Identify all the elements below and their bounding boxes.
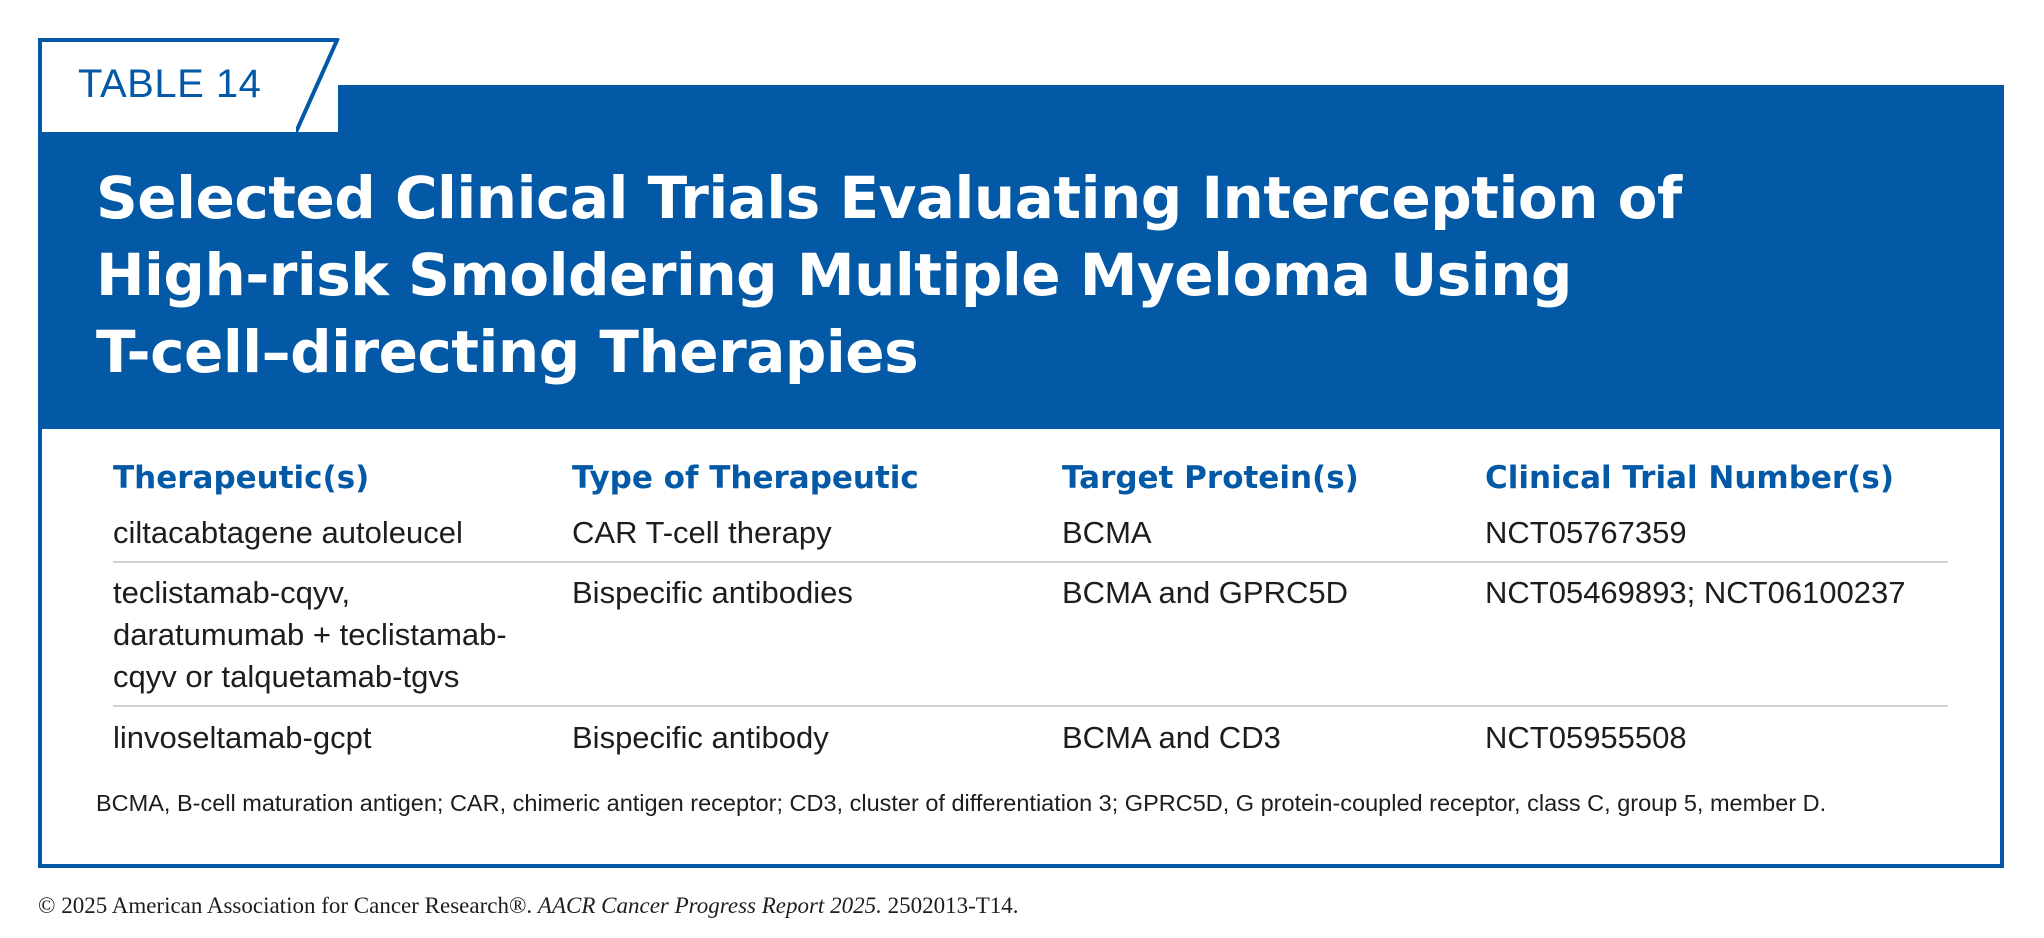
row3-target: BCMA and CD3 [1062, 720, 1281, 755]
table-frame [38, 85, 2004, 868]
row2-target: BCMA and GPRC5D [1062, 575, 1348, 610]
table-number-label: TABLE 14 [78, 62, 262, 106]
abbreviations-footnote: BCMA, B-cell maturation antigen; CAR, ch… [96, 790, 1827, 816]
row1-trials: NCT05767359 [1485, 515, 1687, 550]
row-divider [113, 561, 1948, 563]
row2-type: Bispecific antibodies [572, 575, 853, 610]
row2-therapeutic-line: cqyv or talquetamab-tgvs [113, 659, 460, 694]
row1-therapeutic: ciltacabtagene autoleucel [113, 515, 463, 550]
title-line: T-cell–directing Therapies [96, 318, 919, 386]
row3-type: Bispecific antibody [572, 720, 829, 755]
row2-trials: NCT05469893; NCT06100237 [1485, 575, 1906, 610]
tag-slant-shape [296, 38, 340, 132]
row3-trials: NCT05955508 [1485, 720, 1687, 755]
title-band [42, 89, 2000, 429]
row2-therapeutic: teclistamab-cqyv, daratumumab + teclista… [113, 572, 507, 698]
copyright-prefix: © 2025 American Association for Cancer R… [38, 893, 538, 918]
column-header-trial-numbers: Clinical Trial Number(s) [1485, 460, 1895, 496]
table-title: Selected Clinical Trials Evaluating Inte… [96, 160, 1796, 391]
row-divider [113, 705, 1948, 707]
row2-therapeutic-line: daratumumab + teclistamab- [113, 617, 507, 652]
row3-therapeutic: linvoseltamab-gcpt [113, 720, 372, 755]
row1-target: BCMA [1062, 515, 1152, 550]
copyright-suffix: 2502013-T14. [881, 893, 1019, 918]
title-line: Selected Clinical Trials Evaluating Inte… [96, 164, 1682, 232]
title-line: High-risk Smoldering Multiple Myeloma Us… [96, 241, 1572, 309]
table-tag-box [38, 38, 338, 132]
column-header-therapeutics: Therapeutic(s) [113, 460, 370, 496]
row2-therapeutic-line: teclistamab-cqyv, [113, 575, 351, 610]
row1-type: CAR T-cell therapy [572, 515, 832, 550]
report-title: AACR Cancer Progress Report 2025. [537, 893, 882, 918]
column-header-type: Type of Therapeutic [572, 460, 919, 496]
copyright-line: © 2025 American Association for Cancer R… [38, 893, 1019, 919]
column-header-target-protein: Target Protein(s) [1062, 460, 1359, 496]
